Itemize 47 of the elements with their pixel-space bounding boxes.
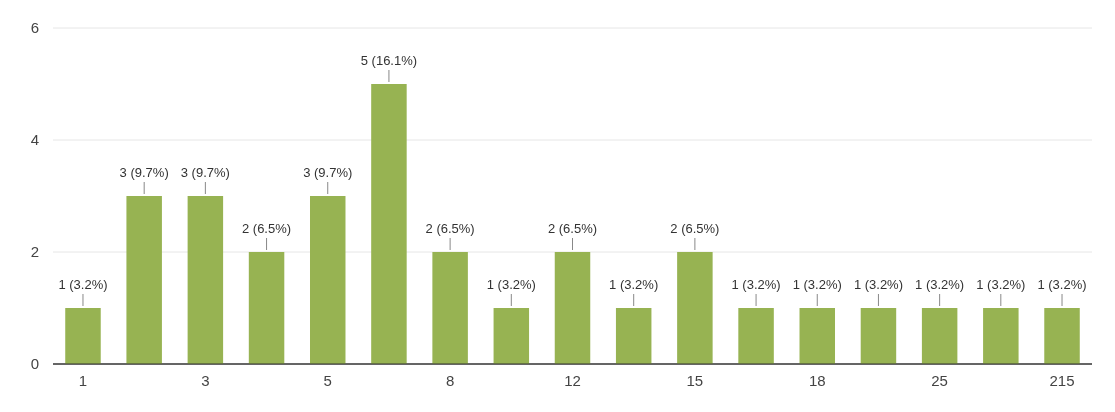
bar — [187, 196, 224, 364]
bar — [126, 196, 162, 364]
y-tick-label: 6 — [30, 19, 39, 37]
x-tick-label: 5 — [323, 372, 332, 389]
data-label: 1 (3.2%) — [915, 277, 965, 292]
data-label: 3 (9.7%) — [180, 165, 230, 180]
data-label: 1 (3.2%) — [58, 277, 108, 292]
bar — [921, 308, 958, 364]
bar — [615, 308, 652, 364]
x-tick-label: 18 — [808, 372, 826, 389]
bar — [432, 252, 468, 364]
x-tick-label: 215 — [1049, 372, 1075, 389]
y-tick-label: 0 — [30, 355, 39, 373]
bar — [493, 308, 530, 364]
bar — [65, 308, 101, 364]
bar — [860, 308, 897, 364]
data-label: 5 (16.1%) — [360, 53, 418, 68]
bar — [371, 84, 407, 364]
bar — [738, 308, 774, 364]
x-tick-label: 3 — [201, 372, 210, 389]
data-label: 1 (3.2%) — [486, 277, 536, 292]
bar — [310, 196, 346, 364]
data-label: 1 (3.2%) — [976, 277, 1026, 292]
data-label: 1 (3.2%) — [731, 277, 781, 292]
data-label: 2 (6.5%) — [241, 221, 292, 236]
bar — [554, 252, 591, 364]
bar — [248, 252, 285, 364]
data-label: 1 (3.2%) — [609, 277, 659, 292]
data-label: 3 (9.7%) — [119, 165, 169, 180]
data-label: 3 (9.7%) — [303, 165, 353, 180]
y-tick-label: 2 — [30, 243, 39, 261]
x-tick-label: 15 — [686, 372, 704, 389]
bar — [1044, 308, 1080, 364]
data-label: 2 (6.5%) — [425, 221, 475, 236]
data-label: 1 (3.2%) — [1037, 277, 1087, 292]
data-label: 1 (3.2%) — [853, 277, 904, 292]
bar — [799, 308, 835, 364]
x-tick-label: 25 — [931, 372, 948, 389]
bar — [677, 252, 713, 364]
bar — [983, 308, 1019, 364]
data-label: 2 (6.5%) — [547, 221, 598, 236]
x-tick-label: 1 — [78, 372, 88, 389]
data-label: 1 (3.2%) — [792, 277, 842, 292]
y-tick-label: 4 — [30, 131, 39, 149]
data-label: 2 (6.5%) — [670, 221, 720, 236]
x-tick-label: 8 — [445, 372, 455, 389]
x-tick-label: 12 — [564, 372, 581, 389]
